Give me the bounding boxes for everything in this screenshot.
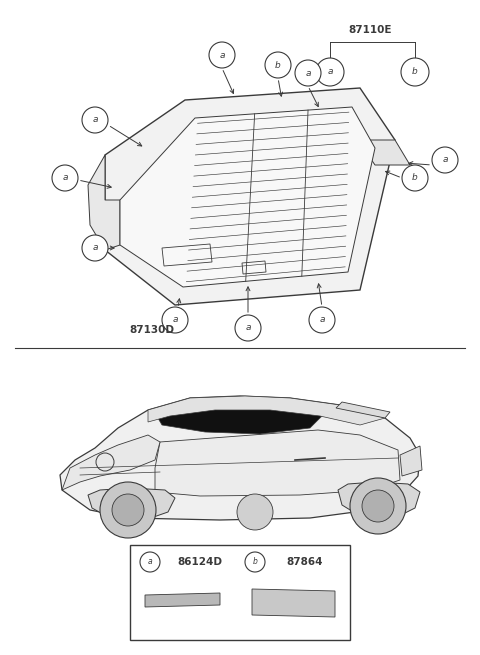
Text: a: a (148, 557, 152, 567)
Text: 87110E: 87110E (348, 25, 392, 35)
Circle shape (350, 478, 406, 534)
Circle shape (402, 165, 428, 191)
Text: a: a (245, 324, 251, 333)
Text: 87864: 87864 (287, 557, 323, 567)
Polygon shape (148, 396, 385, 425)
Text: 87130D: 87130D (130, 325, 175, 335)
Polygon shape (88, 488, 175, 520)
Text: b: b (412, 174, 418, 183)
Polygon shape (358, 140, 410, 165)
Circle shape (82, 235, 108, 261)
Text: b: b (275, 60, 281, 69)
Circle shape (52, 165, 78, 191)
Circle shape (401, 58, 429, 86)
Circle shape (112, 494, 144, 526)
FancyBboxPatch shape (130, 545, 350, 640)
Circle shape (100, 482, 156, 538)
Polygon shape (155, 398, 330, 434)
Polygon shape (105, 88, 395, 305)
Polygon shape (400, 446, 422, 476)
Circle shape (362, 490, 394, 522)
Text: a: a (92, 244, 98, 252)
Polygon shape (252, 589, 335, 617)
Circle shape (235, 315, 261, 341)
Circle shape (162, 307, 188, 333)
Circle shape (245, 552, 265, 572)
Text: a: a (305, 69, 311, 77)
Text: b: b (412, 67, 418, 77)
Polygon shape (120, 107, 375, 287)
Polygon shape (62, 435, 160, 490)
Circle shape (265, 52, 291, 78)
Circle shape (432, 147, 458, 173)
Circle shape (237, 494, 273, 530)
Polygon shape (60, 396, 420, 520)
Circle shape (140, 552, 160, 572)
Polygon shape (336, 402, 390, 418)
Text: a: a (172, 316, 178, 324)
Text: a: a (219, 50, 225, 60)
Circle shape (82, 107, 108, 133)
Text: a: a (327, 67, 333, 77)
Circle shape (209, 42, 235, 68)
Text: a: a (62, 174, 68, 183)
Circle shape (316, 58, 344, 86)
Polygon shape (155, 430, 400, 496)
Text: a: a (319, 316, 325, 324)
Text: a: a (442, 155, 448, 164)
Text: a: a (92, 115, 98, 124)
Text: b: b (252, 557, 257, 567)
Circle shape (309, 307, 335, 333)
Polygon shape (88, 155, 120, 250)
Polygon shape (145, 593, 220, 607)
Circle shape (295, 60, 321, 86)
Text: 86124D: 86124D (178, 557, 223, 567)
Polygon shape (338, 482, 420, 518)
